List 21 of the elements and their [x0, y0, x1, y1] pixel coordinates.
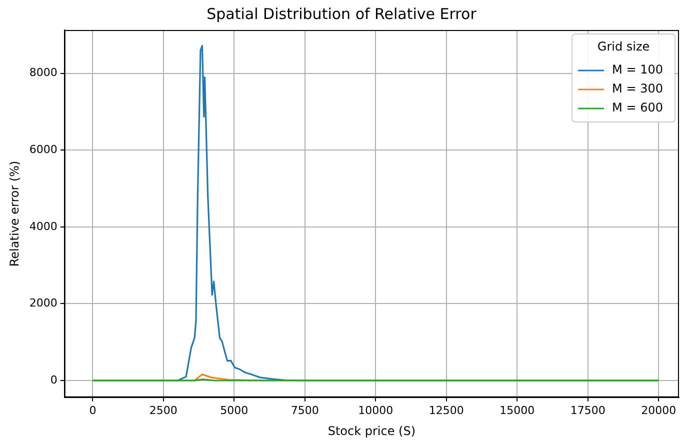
x-tick-label: 0	[89, 404, 96, 417]
legend-title: Grid size	[597, 40, 650, 54]
x-tick-label: 10000	[358, 404, 394, 417]
y-tick-label: 2000	[29, 296, 58, 310]
x-tick-label: 17500	[570, 404, 606, 417]
x-tick-label: 20000	[641, 404, 676, 417]
x-tick-label: 2500	[149, 404, 178, 417]
y-tick-label: 6000	[29, 143, 58, 156]
x-tick-label: 15000	[500, 404, 535, 417]
x-tick-label: 5000	[220, 404, 248, 417]
x-tick-label: 12500	[428, 404, 464, 417]
legend-label: M = 600	[612, 100, 664, 115]
y-tick-label: 8000	[29, 66, 58, 80]
chart-title: Spatial Distribution of Relative Error	[206, 4, 478, 23]
legend-label: M = 100	[612, 62, 664, 77]
x-tick-label: 7500	[290, 404, 319, 417]
y-axis-title: Relative error (%)	[7, 160, 22, 267]
legend-label: M = 300	[612, 82, 664, 96]
x-axis-title: Stock price (S)	[328, 424, 416, 438]
y-tick-label: 0	[50, 373, 58, 386]
y-tick-label: 4000	[29, 220, 58, 233]
